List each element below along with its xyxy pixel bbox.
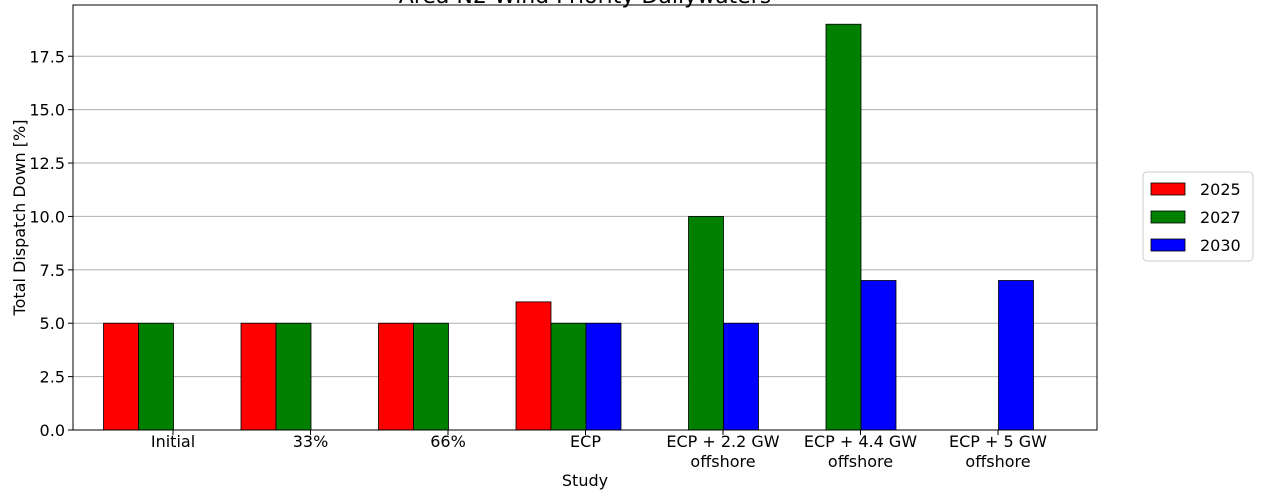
legend: 2025 2027 2030 bbox=[1142, 171, 1254, 262]
bar-2030 bbox=[860, 280, 897, 431]
x-tick-label: 66% bbox=[430, 432, 466, 451]
x-axis-label: Study bbox=[562, 471, 608, 490]
legend-label-2027: 2027 bbox=[1200, 208, 1241, 227]
bar-2025 bbox=[103, 322, 139, 431]
y-tick-label: 15.0 bbox=[29, 101, 65, 120]
bar-2027 bbox=[550, 322, 587, 431]
bar-2027 bbox=[825, 23, 862, 431]
y-tick-label: 17.5 bbox=[29, 47, 65, 66]
x-axis-ticks: Initial 33% 66% ECP ECP + 2.2 GWoffshoreECP … bbox=[151, 430, 1047, 471]
x-tick-label: ECP + 5 GW bbox=[949, 432, 1047, 451]
y-axis-label: Total Dispatch Down [%] bbox=[10, 120, 29, 317]
x-tick-label: ECP + 4.4 GW bbox=[804, 432, 917, 451]
legend-swatch-2027 bbox=[1150, 210, 1186, 224]
bar-2027 bbox=[688, 216, 724, 431]
bar-2027 bbox=[275, 322, 312, 431]
bar-2027 bbox=[413, 322, 449, 431]
bars bbox=[103, 23, 1034, 431]
x-tick-label: ECP + 2.2 GW bbox=[666, 432, 779, 451]
y-tick-label: 0.0 bbox=[40, 421, 65, 440]
y-tick-label: 12.5 bbox=[29, 154, 65, 173]
legend-swatch-2025 bbox=[1150, 182, 1186, 196]
x-tick-label: offshore bbox=[965, 452, 1030, 471]
bar-2027 bbox=[138, 322, 174, 431]
bar-2025 bbox=[378, 322, 414, 431]
legend-swatch-2030 bbox=[1150, 238, 1186, 252]
y-axis-ticks: 0.0 2.5 5.0 7.5 10.0 12.5 15.0 17.5 bbox=[29, 47, 73, 440]
bar-2025 bbox=[240, 322, 277, 431]
x-tick-label: offshore bbox=[690, 452, 755, 471]
x-tick-label: Initial bbox=[151, 432, 195, 451]
legend-label-2030: 2030 bbox=[1200, 236, 1241, 255]
x-tick-label: ECP bbox=[570, 432, 601, 451]
y-tick-label: 10.0 bbox=[29, 207, 65, 226]
bar-2030 bbox=[585, 322, 622, 431]
chart-title: Area N2 Wind Priority Dailywaters bbox=[399, 0, 771, 9]
bar-2030 bbox=[723, 322, 759, 431]
y-tick-label: 7.5 bbox=[40, 261, 65, 280]
y-tick-label: 2.5 bbox=[40, 368, 65, 387]
y-tick-label: 5.0 bbox=[40, 314, 65, 333]
legend-label-2025: 2025 bbox=[1200, 180, 1241, 199]
x-tick-label: 33% bbox=[293, 432, 329, 451]
x-tick-label: offshore bbox=[828, 452, 893, 471]
bar-2030 bbox=[998, 280, 1034, 431]
bar-2025 bbox=[515, 301, 552, 431]
